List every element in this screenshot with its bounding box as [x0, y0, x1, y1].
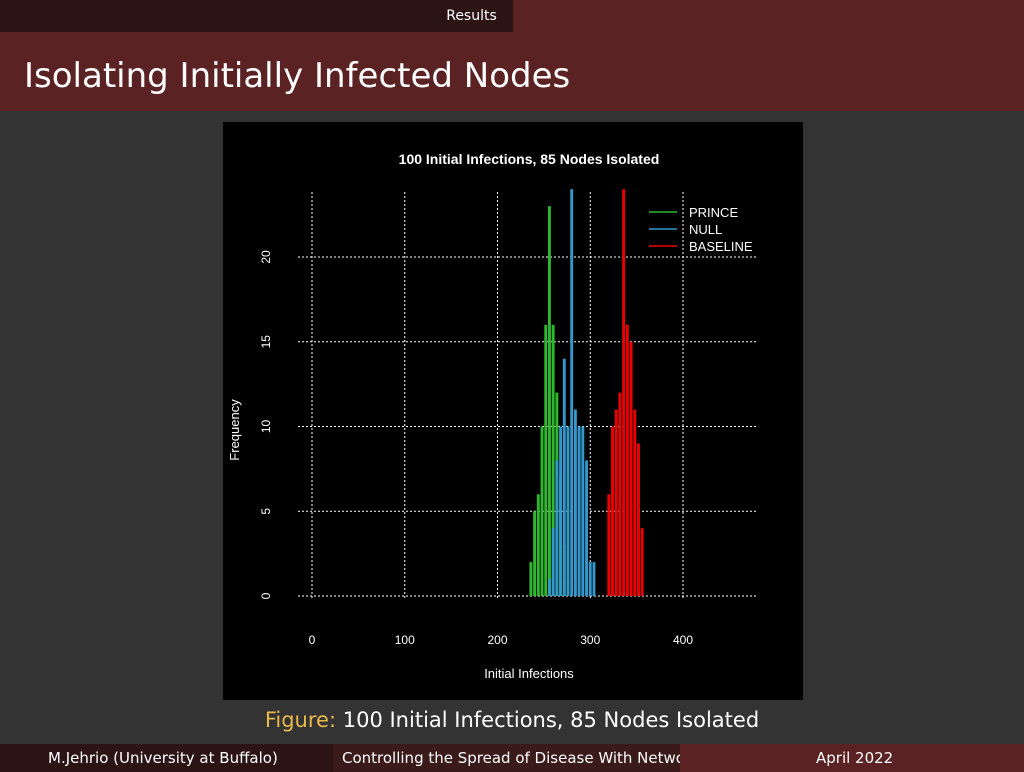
- bar-baseline-348: [633, 409, 637, 596]
- bar-null-300: [588, 562, 592, 596]
- bar-null-256: [547, 579, 551, 596]
- bar-null-304: [592, 562, 596, 596]
- bar-null-268: [559, 426, 563, 596]
- bar-null-276: [566, 426, 570, 596]
- footer-author-block: M.Jehrio (University at Buffalo): [0, 744, 333, 772]
- footer-talk-title: Controlling the Spread of Disease With N…: [342, 749, 680, 767]
- bar-baseline-344: [629, 341, 633, 596]
- x-tick-label-100: 100: [395, 633, 415, 647]
- footer-date-block: April 2022: [680, 744, 1024, 772]
- bar-prince-252: [544, 324, 548, 596]
- chart-axes: 0 100 200 300 400 0 5 10 15 20: [259, 250, 693, 647]
- bar-baseline-352: [637, 443, 640, 596]
- legend-label-prince: PRINCE: [689, 205, 738, 220]
- bar-baseline-328: [614, 409, 618, 596]
- bar-null-292: [581, 426, 585, 596]
- bar-prince-256: [547, 206, 551, 596]
- chart-legend: PRINCE NULL BASELINE: [649, 205, 753, 254]
- bar-null-280: [570, 189, 574, 596]
- y-tick-label-0: 0: [259, 592, 273, 599]
- y-axis-label: Frequency: [227, 399, 242, 461]
- top-navigation: Results: [0, 0, 1024, 32]
- chart-bars: [529, 189, 644, 596]
- nav-left-panel: [0, 0, 513, 32]
- x-tick-label-300: 300: [580, 633, 600, 647]
- chart-grid: [298, 192, 757, 598]
- figure-caption: Figure: 100 Initial Infections, 85 Nodes…: [0, 708, 1024, 732]
- y-tick-label-20: 20: [259, 250, 273, 264]
- page-title: Isolating Initially Infected Nodes: [24, 56, 571, 96]
- bar-null-272: [562, 358, 566, 596]
- chart-canvas: 0 100 200 300 400 0 5 10 15 20 100 Initial Infect…: [227, 151, 757, 681]
- nav-section-results[interactable]: Results: [446, 8, 497, 24]
- bar-null-296: [585, 460, 588, 596]
- x-tick-label-400: 400: [673, 633, 693, 647]
- chart-title: 100 Initial Infections, 85 Nodes Isolate…: [399, 151, 660, 167]
- legend-label-null: NULL: [689, 222, 722, 237]
- y-tick-label-10: 10: [259, 420, 273, 434]
- bar-baseline-324: [611, 426, 614, 596]
- caption-text: 100 Initial Infections, 85 Nodes Isolate…: [342, 708, 760, 732]
- bar-baseline-336: [622, 189, 626, 596]
- x-tick-label-0: 0: [309, 633, 316, 647]
- bar-null-284: [573, 409, 577, 596]
- y-tick-label-15: 15: [259, 335, 273, 349]
- footer-date: April 2022: [816, 749, 894, 767]
- footer-title-block: Controlling the Spread of Disease With N…: [333, 744, 680, 772]
- footer-author: M.Jehrio (University at Buffalo): [48, 749, 278, 767]
- frame-title-bar: [0, 32, 1024, 111]
- bar-baseline-340: [625, 324, 629, 596]
- bar-prince-248: [540, 426, 544, 596]
- y-tick-label-5: 5: [259, 508, 273, 515]
- caption-label: Figure:: [264, 708, 337, 732]
- bar-prince-244: [536, 494, 540, 596]
- bar-prince-240: [533, 511, 537, 596]
- bar-null-260: [551, 528, 555, 596]
- x-axis-label: Initial Infections: [484, 666, 574, 681]
- bar-baseline-332: [618, 392, 622, 596]
- x-tick-label-200: 200: [487, 633, 507, 647]
- bar-null-264: [555, 460, 559, 596]
- bar-prince-260: [551, 324, 555, 596]
- bar-baseline-320: [607, 494, 611, 596]
- bar-baseline-356: [640, 528, 644, 596]
- legend-label-baseline: BASELINE: [689, 239, 753, 254]
- bar-prince-236: [529, 562, 533, 596]
- histogram-chart: 0 100 200 300 400 0 5 10 15 20 100 Initial Infect…: [223, 122, 803, 700]
- footer: M.Jehrio (University at Buffalo) Control…: [0, 744, 1024, 772]
- bar-null-288: [577, 426, 581, 596]
